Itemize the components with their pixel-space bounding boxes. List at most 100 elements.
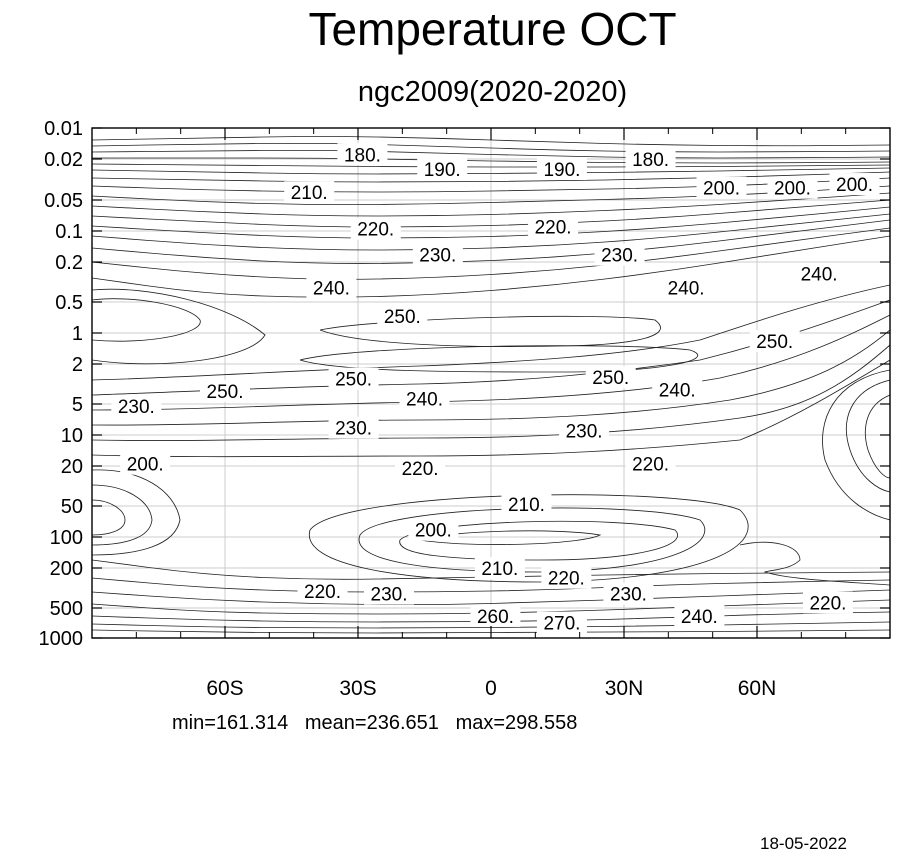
x-axis-tick-labels: 60S 30S 0 30N 60N xyxy=(206,677,776,700)
y-tick-label: 200 xyxy=(50,558,83,580)
contour-label: 220. xyxy=(809,593,846,614)
contour-line xyxy=(91,213,891,251)
contour-label: 220. xyxy=(548,569,585,590)
contour-label-bg xyxy=(111,394,162,417)
contour-label: 230. xyxy=(566,421,603,442)
contour-label: 220. xyxy=(535,217,572,238)
contour-label: 250. xyxy=(207,382,244,403)
contour-label: 200. xyxy=(703,179,740,200)
contour-label: 190. xyxy=(424,160,461,181)
y-tick-label: 500 xyxy=(50,598,83,620)
contour-label-bg xyxy=(408,518,459,541)
contour-label-bg xyxy=(337,143,388,166)
contour-line xyxy=(91,149,891,159)
contour-line xyxy=(91,359,891,458)
contour-label-bg xyxy=(412,243,463,266)
contour-label-bg xyxy=(696,176,747,199)
stats-line: min=161.314 mean=236.651 max=298.558 xyxy=(172,710,577,736)
contour-line xyxy=(91,235,891,298)
contour-label-bg xyxy=(399,387,450,410)
contour-line xyxy=(358,507,706,573)
contour-line xyxy=(865,394,891,479)
contour-line xyxy=(91,227,891,280)
y-tick-label: 20 xyxy=(61,456,83,478)
contour-line xyxy=(319,315,661,347)
contour-line xyxy=(846,379,891,493)
contour-label-bg xyxy=(328,367,379,390)
y-tick-label: 50 xyxy=(61,496,83,518)
x-tick-label: 60S xyxy=(206,677,243,700)
contour-label: 270. xyxy=(543,614,580,635)
contour-label: 200. xyxy=(127,455,164,476)
chart-subtitle: ngc2009(2020-2020) xyxy=(357,76,628,108)
contour-label-bg xyxy=(364,582,415,605)
contour-line xyxy=(91,219,891,264)
contour-label: 200. xyxy=(415,521,452,542)
contour-label: 230. xyxy=(601,246,638,267)
contour-label-bg xyxy=(284,181,335,204)
contour-label: 200. xyxy=(774,179,811,200)
contour-line xyxy=(91,171,891,183)
contour-label: 190. xyxy=(543,160,580,181)
contour-label-bg xyxy=(120,452,171,475)
contour-label-bg xyxy=(536,611,587,634)
contour-line xyxy=(91,288,266,365)
contour-label-bg xyxy=(559,419,610,442)
y-tick-label: 0.2 xyxy=(55,252,83,274)
contour-label-bg xyxy=(395,457,446,480)
contour-label-bg xyxy=(661,276,712,299)
contour-line xyxy=(419,530,602,545)
contour-line xyxy=(91,206,891,239)
contour-label: 230. xyxy=(610,585,647,606)
contour-label: 240. xyxy=(313,279,350,300)
contour-label-bg xyxy=(328,416,379,439)
contour-line xyxy=(91,157,891,164)
contour-label-bg xyxy=(674,604,725,627)
x-tick-label: 0 xyxy=(485,677,497,700)
contour-label-bg xyxy=(802,591,853,614)
contour-label: 210. xyxy=(291,183,328,204)
contour-label: 240. xyxy=(681,607,718,628)
contour-label-bg xyxy=(603,582,654,605)
contour-label: 260. xyxy=(477,607,514,628)
y-axis-tick-labels: 0.01 0.02 0.05 0.1 0.2 0.5 1 2 5 10 20 50 100 200 500 1… xyxy=(39,118,84,650)
contour-line xyxy=(91,577,891,593)
chart-title: Temperature OCT xyxy=(308,3,677,55)
stat-mean: mean=236.651 xyxy=(304,712,439,734)
contour-label-bg xyxy=(474,557,525,579)
contour-label-bg xyxy=(297,580,348,603)
contour-label: 200. xyxy=(836,175,873,196)
y-tick-label: 1000 xyxy=(39,628,84,650)
date-stamp: 18-05-2022 xyxy=(760,834,847,853)
axis-ticks xyxy=(92,127,890,639)
y-tick-label: 10 xyxy=(61,425,83,447)
y-tick-label: 1 xyxy=(72,323,83,345)
contour-line xyxy=(91,163,891,168)
contour-label-bg xyxy=(306,276,357,299)
contour-label-bg xyxy=(350,217,401,240)
contour-line xyxy=(91,199,891,228)
contour-line xyxy=(739,541,891,586)
contour-label: 240. xyxy=(801,264,838,285)
stat-min: min=161.314 xyxy=(172,712,289,734)
y-tick-label: 100 xyxy=(50,527,83,549)
contour-label-bg xyxy=(417,157,468,180)
contour-label-bg xyxy=(541,566,592,589)
contour-label: 240. xyxy=(406,389,443,410)
y-tick-label: 0.01 xyxy=(44,118,83,140)
y-tick-label: 0.05 xyxy=(44,190,83,212)
stat-max: max=298.558 xyxy=(455,712,578,734)
contour-line xyxy=(91,329,891,426)
contour-label-bg xyxy=(501,493,552,516)
contour-label-bg xyxy=(528,215,579,238)
contour-label: 230. xyxy=(335,419,372,440)
contour-label: 240. xyxy=(659,381,696,402)
contour-line xyxy=(91,589,891,606)
contour-line xyxy=(91,192,891,217)
contour-label: 230. xyxy=(118,397,155,418)
contour-line xyxy=(91,314,891,411)
contour-label: 250. xyxy=(756,332,793,353)
contour-label: 220. xyxy=(357,220,394,241)
contour-labels: 180. 190. 190. 180. 200. 200. 200. 210. 220. 220.… xyxy=(111,143,880,635)
